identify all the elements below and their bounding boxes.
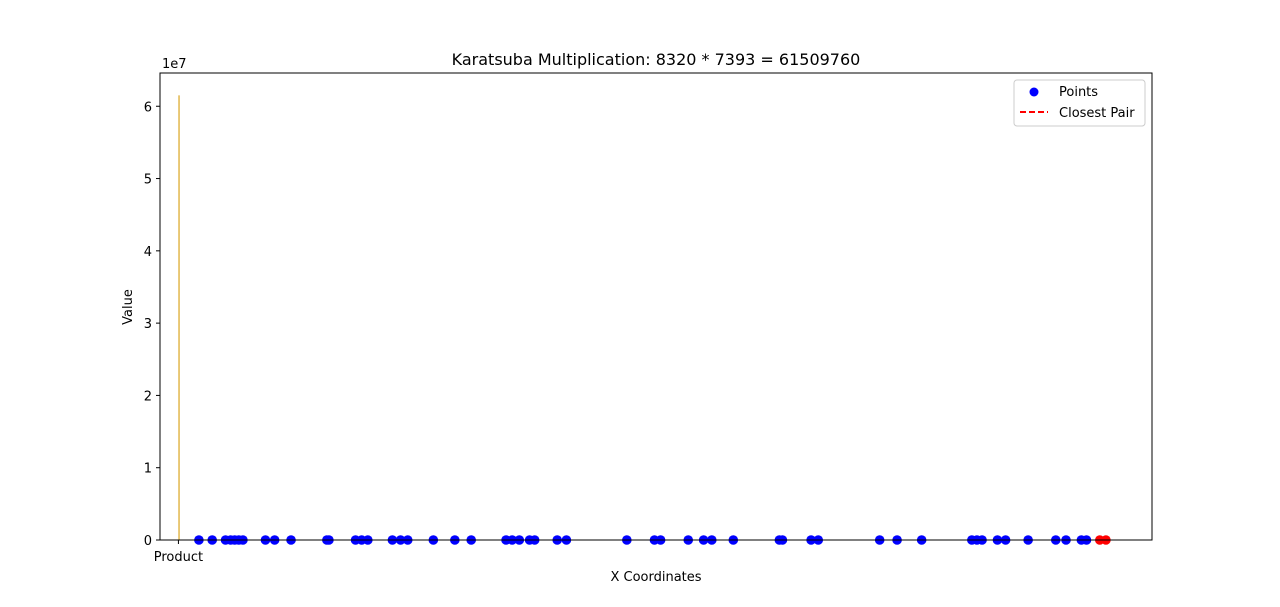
y-tick-label-2: 2 (144, 389, 152, 404)
plot-area (159, 72, 1153, 545)
y-tick-label-0: 0 (144, 534, 152, 549)
plot-background (160, 73, 1152, 540)
legend-frame (1013, 79, 1146, 127)
legend-points-label: Points (1059, 85, 1098, 100)
plot-frame (159, 72, 1153, 541)
y-tick-label-3: 3 (144, 317, 152, 332)
legend-closest-pair-label: Closest Pair (1059, 106, 1135, 121)
x-axis-label: X Coordinates (610, 570, 701, 585)
y-tick-label-4: 4 (144, 245, 152, 260)
bar-layer (178, 95, 180, 540)
y-tick-label-6: 6 (144, 100, 152, 115)
y-tick-label-5: 5 (144, 173, 152, 188)
y-tick-label-1: 1 (144, 462, 152, 477)
x-axis: Product (154, 540, 203, 565)
legend: Points Closest Pair (1013, 79, 1146, 127)
y-axis-label: Value (121, 289, 136, 325)
x-tick-label-0: Product (154, 550, 203, 565)
chart-title: Karatsuba Multiplication: 8320 * 7393 = … (452, 50, 861, 69)
y-offset-text: 1e7 (162, 57, 187, 72)
legend-points-marker (1029, 87, 1039, 97)
points-layer (194, 535, 1092, 545)
y-axis: 0 1 2 3 4 5 6 (144, 100, 160, 549)
product-bar (178, 95, 180, 540)
